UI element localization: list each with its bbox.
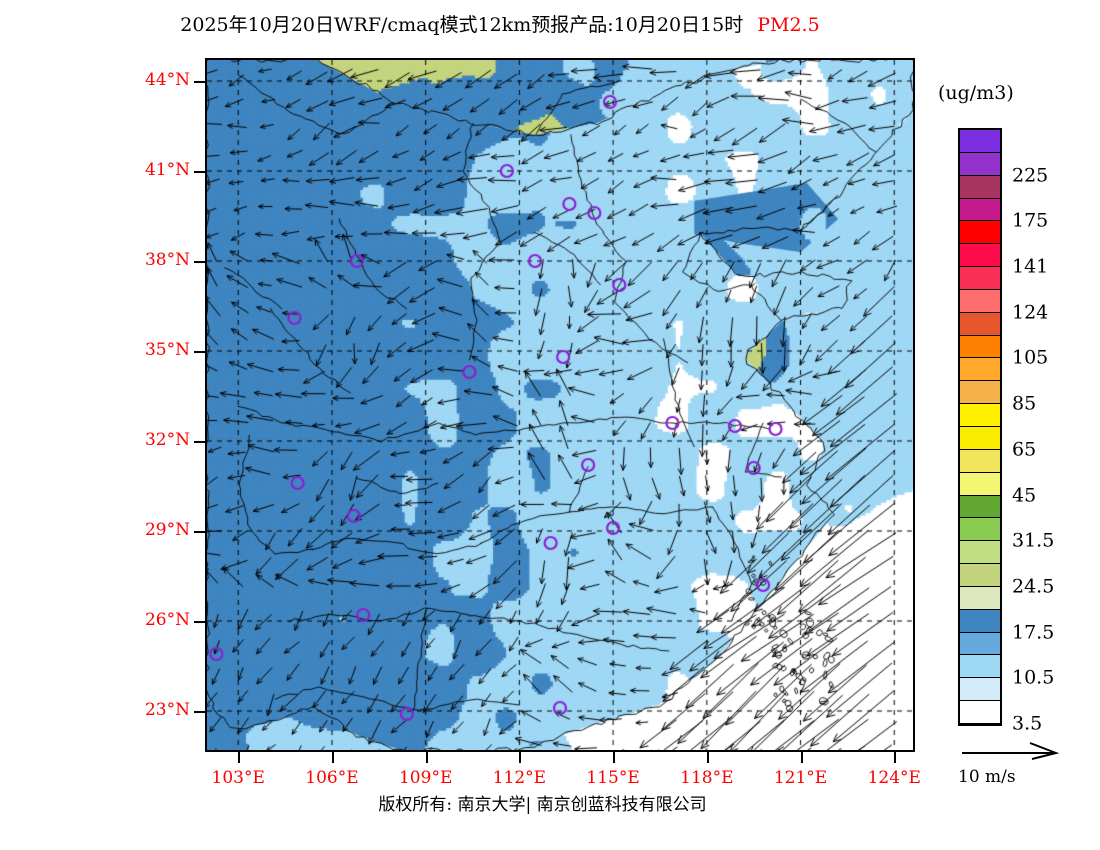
map-plot-area[interactable] <box>205 58 915 752</box>
colorbar-tick-label: 65 <box>1012 438 1037 461</box>
x-axis-tick <box>613 752 616 763</box>
copyright-footer: 版权所有: 南京大学| 南京创蓝科技有限公司 <box>378 795 707 815</box>
colorbar-band <box>960 175 1000 199</box>
colorbar-band <box>960 678 1000 702</box>
x-axis-label: 121°E <box>773 768 828 788</box>
colorbar-tick-label: 3.5 <box>1012 712 1043 735</box>
colorbar-band <box>960 541 1000 565</box>
y-axis-label: 32°N <box>144 430 190 450</box>
colorbar-band <box>960 335 1000 359</box>
wind-scale-legend: 10 m/s <box>958 740 1088 787</box>
colorbar-units-label: (ug/m3) <box>938 82 1014 104</box>
y-axis-tick <box>194 261 205 263</box>
colorbar-tick-label: 31.5 <box>1012 529 1055 552</box>
x-axis-tick <box>800 752 803 763</box>
x-axis-tick <box>519 752 522 763</box>
y-axis-label: 23°N <box>144 700 190 720</box>
colorbar-band <box>960 381 1000 405</box>
colorbar-band <box>960 312 1000 336</box>
x-axis-tick <box>331 752 334 763</box>
colorbar-band <box>960 289 1000 313</box>
y-axis-label: 41°N <box>144 160 190 180</box>
colorbar-tick-label: 175 <box>1012 209 1049 232</box>
x-axis-label: 112°E <box>492 768 547 788</box>
chart-title: 2025年10月20日WRF/cmaq模式12km预报产品:10月20日15时 P… <box>0 10 1000 37</box>
colorbar-band <box>960 267 1000 290</box>
y-axis-label: 26°N <box>144 610 190 630</box>
colorbar-band <box>960 609 1000 633</box>
colorbar-tick-label: 105 <box>1012 347 1049 370</box>
colorbar-band <box>960 426 1000 450</box>
colorbar-band <box>960 221 1000 245</box>
colorbar-tick-label: 45 <box>1012 484 1037 507</box>
y-axis-tick <box>194 171 205 173</box>
chart-title-species: PM2.5 <box>757 14 820 36</box>
x-axis-tick <box>425 752 428 763</box>
y-axis-label: 29°N <box>144 520 190 540</box>
x-axis-label: 115°E <box>586 768 640 788</box>
x-axis-label: 106°E <box>305 768 359 788</box>
colorbar-band <box>960 655 1000 679</box>
y-axis-tick <box>194 81 205 83</box>
wind-arrow-icon <box>962 742 1060 760</box>
x-axis-label: 103°E <box>211 768 265 788</box>
y-axis-tick <box>194 441 205 443</box>
colorbar-band <box>960 472 1000 496</box>
y-axis-tick <box>194 711 205 713</box>
x-axis-tick <box>238 752 241 763</box>
x-axis-label: 124°E <box>867 768 921 788</box>
y-axis-tick <box>194 531 205 533</box>
colorbar-tick-label: 24.5 <box>1012 575 1055 598</box>
colorbar-tick-label: 124 <box>1012 301 1049 324</box>
colorbar-bands[interactable]: 225 175 141 124 105 85 65 45 31.5 24.5 17.5 10.5 3.5 <box>958 128 1054 735</box>
colorbar-band <box>960 404 1000 427</box>
colorbar-band <box>960 632 1000 656</box>
colorbar-band <box>960 358 1000 382</box>
colorbar-tick-label: 141 <box>1012 255 1049 278</box>
colorbar-tick-label: 10.5 <box>1012 666 1055 689</box>
colorbar-band <box>960 518 1000 542</box>
colorbar-band <box>960 701 1000 724</box>
colorbar[interactable]: 225 175 141 124 105 85 65 45 31.5 24.5 17.5 10.5 3.5 <box>958 128 1054 735</box>
y-axis-tick <box>194 351 205 353</box>
wind-scale-label: 10 m/s <box>958 767 1016 787</box>
y-axis-label: 38°N <box>144 250 190 270</box>
y-axis-label: 44°N <box>144 70 190 90</box>
colorbar-tick-label: 85 <box>1012 392 1037 415</box>
colorbar-band <box>960 449 1000 473</box>
y-axis-tick <box>194 621 205 623</box>
colorbar-band <box>960 586 1000 610</box>
chart-title-text: 2025年10月20日WRF/cmaq模式12km预报产品:10月20日15时 <box>180 14 744 36</box>
colorbar-band <box>960 130 1000 153</box>
colorbar-band <box>960 564 1000 587</box>
y-axis-label: 35°N <box>144 340 190 360</box>
x-axis-label: 118°E <box>680 768 734 788</box>
x-axis-label: 109°E <box>398 768 453 788</box>
pm25-concentration-map[interactable] <box>207 60 913 750</box>
colorbar-band <box>960 198 1000 222</box>
colorbar-band <box>960 495 1000 519</box>
x-axis-tick <box>706 752 709 763</box>
colorbar-band <box>960 244 1000 268</box>
colorbar-tick-label: 17.5 <box>1012 621 1055 644</box>
x-axis-tick <box>894 752 897 763</box>
colorbar-band <box>960 152 1000 176</box>
colorbar-tick-label: 225 <box>1012 164 1049 187</box>
